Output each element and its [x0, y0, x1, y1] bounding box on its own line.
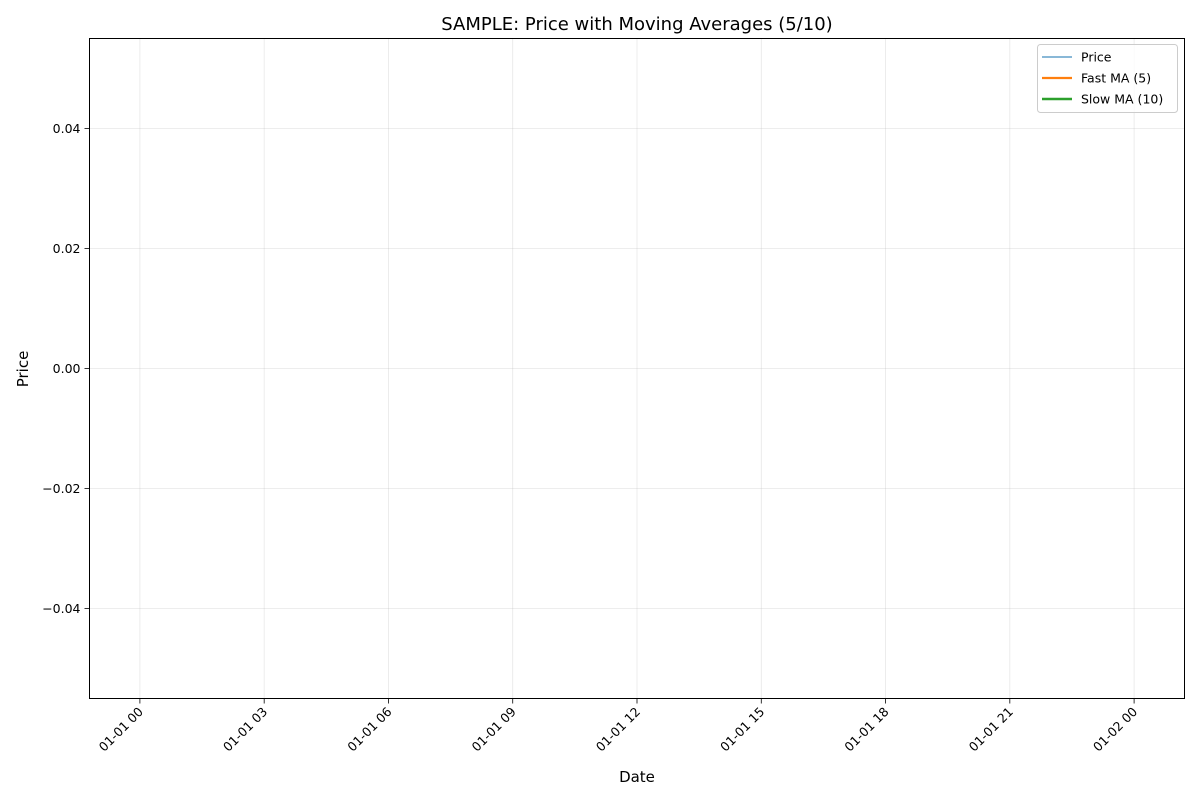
- legend: Price Fast MA (5) Slow MA (10): [1037, 44, 1178, 113]
- x-tick-label: 01-01 21: [966, 704, 1016, 754]
- y-tick-label: 0.04: [53, 121, 81, 136]
- x-tick-label: 01-01 15: [717, 704, 767, 754]
- x-tick-label: 01-01 18: [841, 704, 891, 754]
- x-tick-label: 01-01 09: [468, 704, 518, 754]
- legend-label: Slow MA (10): [1081, 92, 1163, 107]
- x-tick-label: 01-01 00: [96, 704, 146, 754]
- x-tick-label: 01-01 12: [593, 704, 643, 754]
- y-axis-ticks: 0.04 0.02 0.00 −0.02 −0.04: [42, 121, 90, 616]
- x-gridlines: [139, 38, 1135, 699]
- legend-label: Fast MA (5): [1081, 71, 1151, 86]
- y-gridlines: [89, 128, 1185, 609]
- x-tick-label: 01-01 03: [220, 704, 270, 754]
- y-tick-label: 0.00: [53, 361, 81, 376]
- x-tick-label: 01-01 06: [344, 704, 394, 754]
- x-axis-ticks: 01-01 00 01-01 03 01-01 06 01-01 09 01-01 12…: [96, 698, 1140, 754]
- y-tick-label: −0.02: [42, 481, 80, 496]
- legend-items: Price Fast MA (5) Slow MA (10): [1042, 50, 1163, 107]
- x-axis-label: Date: [619, 768, 655, 786]
- y-tick-label: −0.04: [42, 601, 80, 616]
- y-axis-label: Price: [14, 351, 32, 388]
- x-tick-label: 01-02 00: [1090, 704, 1140, 754]
- legend-box: [1037, 44, 1178, 113]
- chart-title: SAMPLE: Price with Moving Averages (5/10…: [441, 14, 832, 35]
- legend-label: Price: [1081, 50, 1112, 65]
- y-tick-label: 0.02: [53, 241, 81, 256]
